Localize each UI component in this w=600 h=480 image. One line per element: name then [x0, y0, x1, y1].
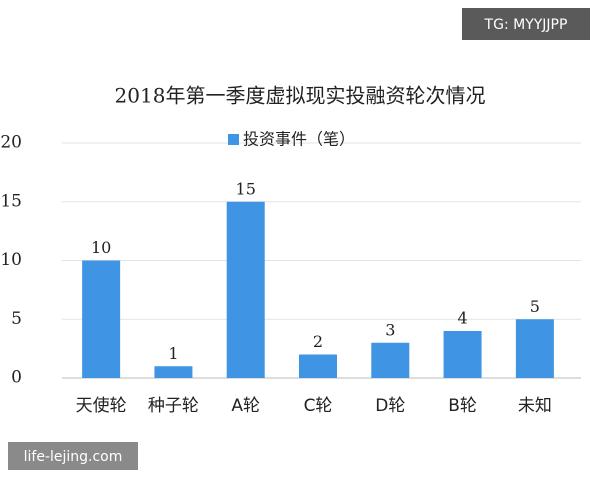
data-label: 3 [385, 320, 395, 339]
y-tick-label: 0 [11, 368, 22, 388]
x-tick-label: B轮 [448, 396, 477, 416]
data-label: 5 [530, 297, 540, 316]
legend-label: 投资事件（笔） [243, 130, 355, 149]
y-tick-label: 5 [11, 309, 22, 329]
overlay-box [462, 8, 590, 40]
chart-title: 2018年第一季度虚拟现实投融资轮次情况 [115, 84, 486, 108]
bar [154, 366, 193, 378]
bar [82, 260, 121, 378]
data-label: 15 [236, 179, 256, 198]
x-tick-label: C轮 [304, 396, 333, 416]
overlay-text: life-lejing.com [24, 449, 123, 465]
overlay-box [8, 442, 138, 470]
bar [515, 319, 554, 378]
bar [443, 331, 482, 378]
bar [299, 354, 337, 378]
x-tick-label: 天使轮 [76, 395, 127, 416]
x-tick-label: 种子轮 [148, 396, 199, 416]
y-tick-label: 20 [0, 133, 22, 153]
data-label: 2 [313, 332, 323, 351]
overlay-text: TG: MYYJJPP [484, 17, 568, 33]
bar [371, 342, 410, 378]
x-tick-label: 未知 [518, 396, 552, 416]
data-label: 1 [168, 344, 178, 363]
bar [226, 201, 265, 378]
data-label: 10 [91, 238, 111, 257]
x-tick-label: A轮 [231, 396, 260, 416]
data-label: 4 [457, 309, 467, 328]
x-tick-label: D轮 [375, 396, 405, 416]
y-tick-label: 15 [0, 191, 22, 211]
legend-swatch [228, 134, 239, 145]
y-tick-label: 10 [0, 250, 22, 270]
